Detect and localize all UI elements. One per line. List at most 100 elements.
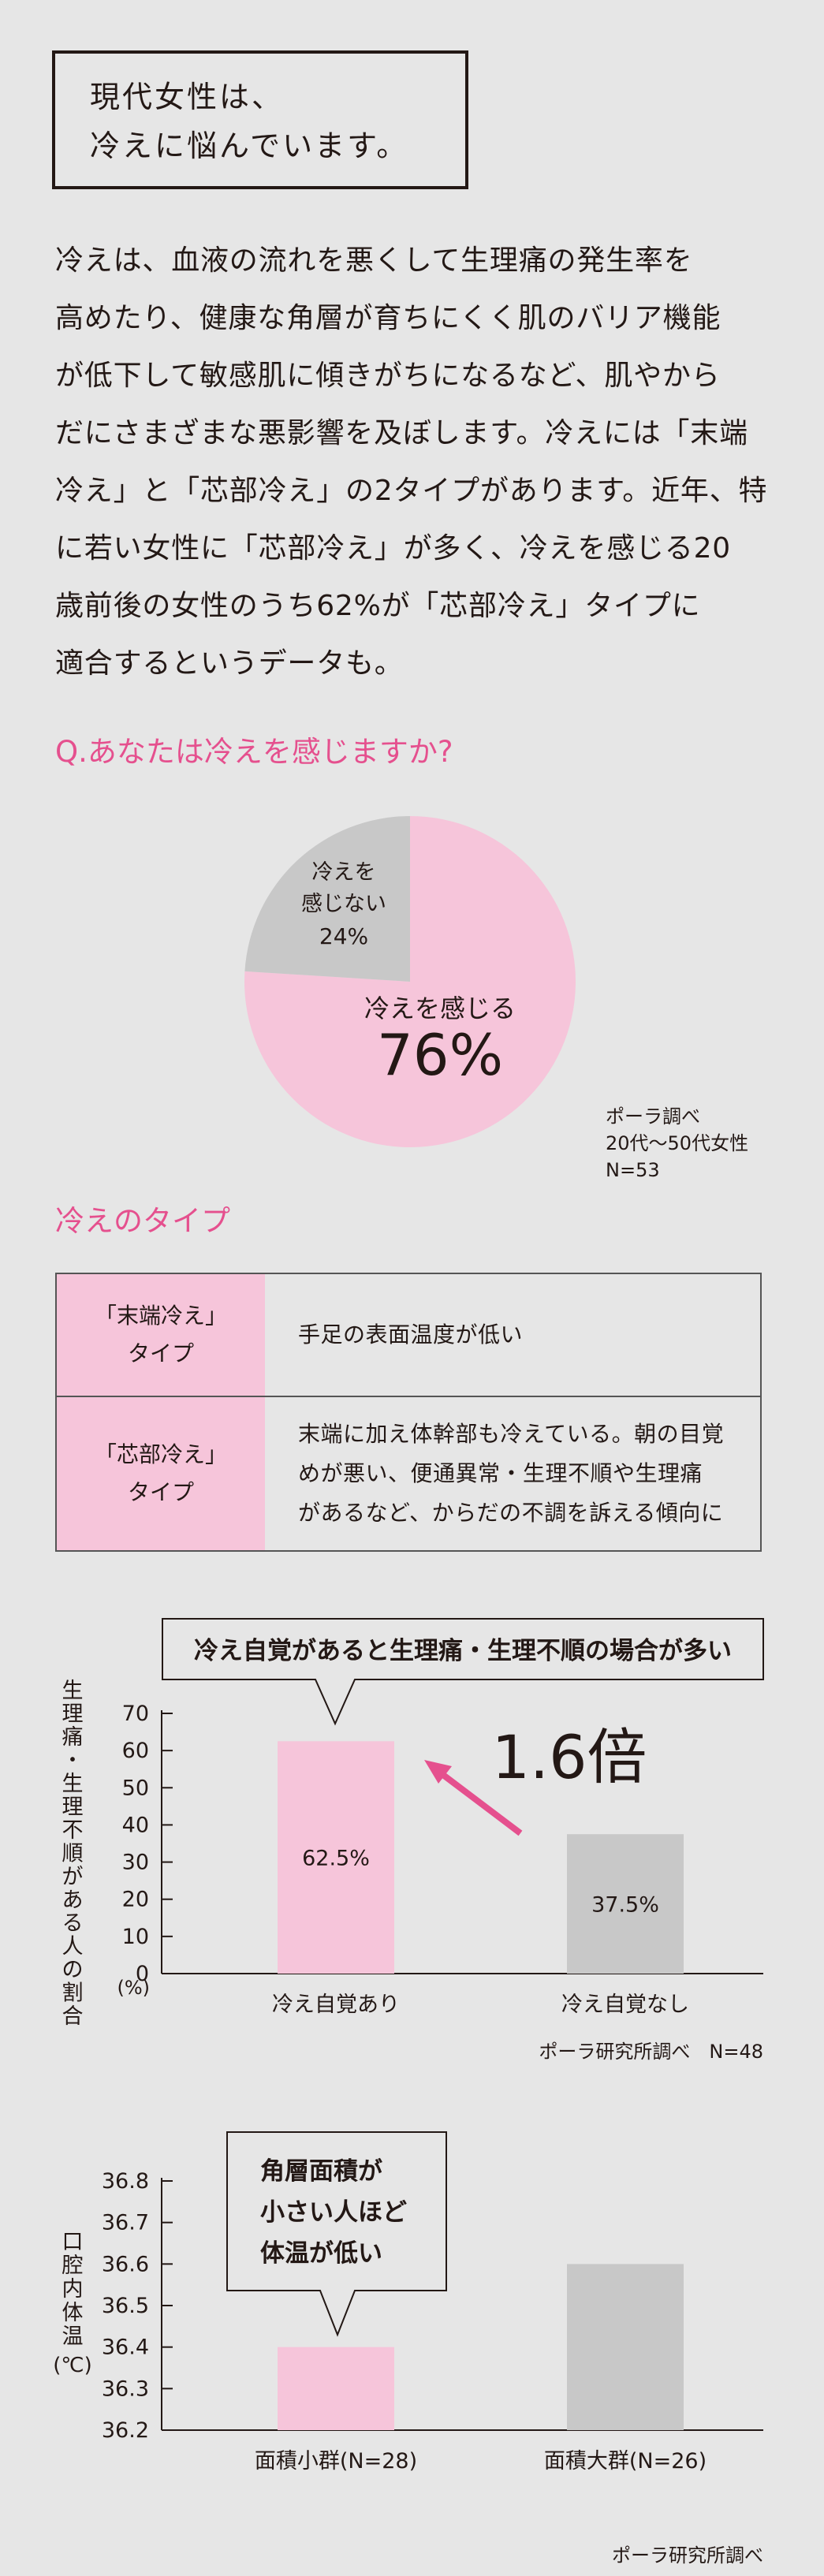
x-tick-label: 冷え自覚なし [561,1993,689,2017]
y-tick-label: 20 [122,1888,149,1912]
pie-question: Q.あなたは冷えを感じますか? [55,735,453,769]
x-tick-label: 冷え自覚あり [272,1993,400,2017]
y-tick-label: 36.8 [102,2169,149,2194]
y-tick-label: 0 [136,1962,149,1986]
type-label: 「末端冷え」 [94,1303,227,1329]
bar2-source: ポーラ研究所調べ [612,2544,763,2567]
intro-line: 高めたり、健康な角層が育ちにくく肌のバリア機能 [55,302,721,334]
desc-cell: 手足の表面温度が低い [265,1273,761,1396]
y-tick-label: 36.7 [102,2211,149,2235]
intro-line: に若い女性に「芯部冷え」が多く、冷えを感じる20 [55,532,732,565]
type-label: 「芯部冷え」 [94,1441,227,1467]
intro-line: だにさまざまな悪影響を及ぼします。冷えには「末端 [55,417,748,449]
bar [278,1741,394,1974]
bar2-callout-line: 角層面積が [260,2157,382,2186]
x-tick-label: 面積大群(N=26) [544,2449,707,2473]
y-tick-label: 70 [122,1702,149,1726]
type-cell: 「末端冷え」 タイプ [56,1273,265,1396]
y-axis-label-char: ・ [62,1749,84,1773]
y-axis-label-char: 体 [62,2301,84,2325]
pie-label-feel: 冷えを感じる [364,993,516,1023]
y-tick-label: 50 [122,1776,149,1800]
y-axis-label-char: の [62,1958,84,1982]
intro-line: 冷えは、血液の流れを悪くして生理痛の発生率を [55,244,693,277]
bar1-callout-text: 冷え自覚があると生理痛・生理不順の場合が多い [194,1637,732,1665]
intro-paragraph: 冷えは、血液の流れを悪くして生理痛の発生率を 高めたり、健康な角層が育ちにくく肌… [55,232,781,692]
y-axis-label-char: 合 [62,2004,84,2029]
y-axis-label-char: 順 [62,1842,84,1866]
desc-cell: 末端に加え体幹部も冷えている。朝の目覚 めが悪い、便通異常・生理不順や生理痛 が… [265,1396,761,1551]
y-axis-label-char: 生 [62,1772,84,1796]
y-axis-label-char: 痛 [62,1725,84,1750]
pie-value-not-feel: 24% [319,923,368,949]
bar2-bars: 面積小群(N=28) 面積大群(N=26) [255,2264,707,2473]
intro-line: 冷え」と「芯部冷え」の2タイプがあります。近年、特 [55,475,768,507]
pie-note-line: 20代〜50代女性 [606,1132,749,1154]
y-tick-label: 36.2 [102,2418,149,2443]
title-box: 現代女性は、 冷えに悩んでいます。 [52,50,468,189]
pie-note-line: N=53 [606,1159,660,1181]
bar1-arrow-head [424,1760,452,1784]
pie-value-feel: 76% [377,1022,503,1088]
y-axis-label-char: が [62,1865,84,1889]
y-axis-label-char: 理 [62,1795,84,1820]
bar1-bars: 62.5% 冷え自覚あり 37.5% 冷え自覚なし [272,1741,689,2017]
bar [567,1834,684,1974]
y-tick-label: 30 [122,1851,149,1875]
y-axis-label-char: 腔 [62,2254,84,2278]
bar-value-label: 62.5% [302,1847,370,1871]
intro-line: が低下して敏感肌に傾きがちになるなど、肌やから [55,360,721,392]
table-row: 「芯部冷え」 タイプ 末端に加え体幹部も冷えている。朝の目覚 めが悪い、便通異常… [56,1396,761,1551]
bar1-callout-box [162,1618,764,1726]
pie-label-not-feel-line2: 感じない [301,892,386,916]
y-axis-label-char: 人 [62,1935,84,1959]
bar1-arrow-line [438,1769,523,1836]
type-desc: めが悪い、便通異常・生理不順や生理痛 [298,1460,703,1486]
bar [278,2347,394,2430]
types-table: 「末端冷え」 タイプ 手足の表面温度が低い 「芯部冷え」 タイプ 末端に加え体幹… [55,1273,762,1552]
bar2-callout-line: 小さい人ほど [260,2198,407,2227]
type-desc: 手足の表面温度が低い [298,1322,524,1348]
x-tick-label: 面積小群(N=28) [255,2449,417,2473]
pie-chart: 冷えを 感じない 24% 冷えを感じる 76% [244,816,576,1147]
bar2-callout-line: 体温が低い [260,2239,382,2268]
y-axis-label-char: あ [62,1888,84,1913]
y-axis-label-char: る [62,1911,84,1936]
y-tick-label: 36.3 [102,2377,149,2401]
y-tick-label: 36.5 [102,2294,149,2318]
bar2-axis: 36.2 36.3 36.4 36.5 36.6 36.7 36.8 [102,2169,763,2443]
y-tick-label: 40 [122,1813,149,1837]
title-line-1: 現代女性は、 [90,80,285,114]
y-tick-label: 10 [122,1925,149,1949]
type-cell: 「芯部冷え」 タイプ [56,1396,265,1551]
intro-line: 歳前後の女性のうち62%が「芯部冷え」タイプに [55,590,701,622]
type-desc: があるなど、からだの不調を訴える傾向に [298,1500,724,1526]
bar-value-label: 37.5% [591,1893,659,1918]
y-axis-label-char: 不 [62,1818,84,1843]
y-axis-label-char: 内 [62,2277,84,2302]
y-axis-label-char: 温 [62,2324,84,2349]
intro-line: 適合するというデータも。 [55,647,404,680]
table-row: 「末端冷え」 タイプ 手足の表面温度が低い [56,1273,761,1396]
title-line-2: 冷えに悩んでいます。 [90,129,409,163]
y-tick-label: 36.6 [102,2252,149,2276]
bar1-unit: (%) [117,1977,150,1999]
type-label: タイプ [127,1479,194,1505]
type-label: タイプ [127,1340,194,1366]
y-tick-label: 36.4 [102,2336,149,2360]
y-axis-label-char: 生 [62,1679,84,1703]
y-axis-label-char: 口 [62,2230,84,2254]
types-heading: 冷えのタイプ [55,1204,230,1238]
pie-label-not-feel-line1: 冷えを [312,860,376,885]
bar1-multiplier: 1.6倍 [492,1722,647,1792]
bar1-source: ポーラ研究所調べ N=48 [539,2041,763,2063]
y-axis-label-char: 理 [62,1702,84,1727]
pie-slice-not-feel-cold [244,816,410,982]
type-desc: 末端に加え体幹部も冷えている。朝の目覚 [298,1421,725,1447]
y-axis-label-char: 割 [62,1981,84,2006]
bar2-callout-box [226,2131,447,2337]
